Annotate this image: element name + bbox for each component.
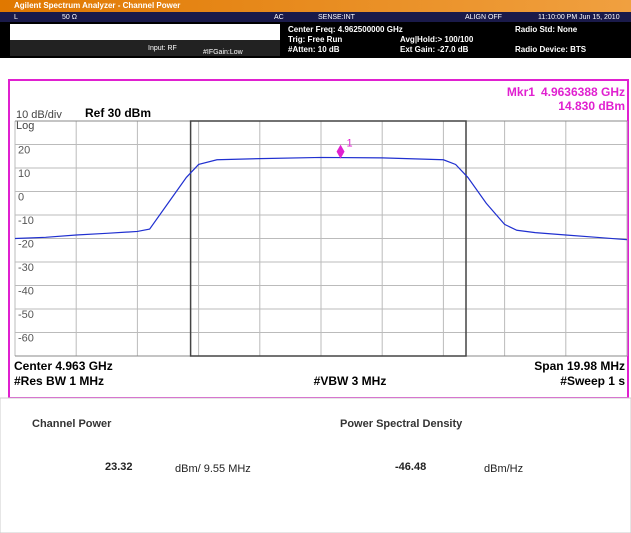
result-value: -46.48 <box>395 461 426 473</box>
setting: Ext Gain: -27.0 dB <box>400 45 469 54</box>
y-tick-label: -30 <box>18 262 34 274</box>
setting: #Atten: 10 dB <box>288 45 340 54</box>
status: L <box>14 14 18 21</box>
result-unit: dBm/Hz <box>484 463 523 475</box>
results-panel <box>0 397 631 533</box>
result-title: Power Spectral Density <box>340 418 463 430</box>
status-bar <box>0 12 631 22</box>
setting: Radio Device: BTS <box>515 45 587 54</box>
status: 11:10:00 PM Jun 15, 2010 <box>538 14 620 21</box>
y-tick-label: 0 <box>18 191 24 203</box>
y-tick-label: -20 <box>18 238 34 250</box>
title-bar <box>0 0 631 12</box>
marker-number: 1 <box>347 138 353 150</box>
vbw-label: #VBW 3 MHz <box>314 374 387 388</box>
marker <box>336 144 345 159</box>
sweep-label: #Sweep 1 s <box>560 374 625 388</box>
status: ALIGN OFF <box>465 14 502 21</box>
result-title: Channel Power <box>32 418 112 430</box>
status: 50 Ω <box>62 14 77 21</box>
channel-box <box>189 120 467 357</box>
result-value: 23.32 <box>105 461 133 473</box>
input-box-lower <box>10 40 280 56</box>
y-tick-label: 10 <box>18 168 30 180</box>
setting: Trig: Free Run <box>288 35 342 44</box>
marker-name: Mkr1 <box>507 85 535 99</box>
y-tick-label: -40 <box>18 285 34 297</box>
rbw-label: #Res BW 1 MHz <box>14 374 104 388</box>
status: AC <box>274 14 284 21</box>
setting: #IFGain:Low <box>203 49 244 56</box>
trace <box>14 156 628 241</box>
marker-freq: Mkr1 4.9636388 GHz <box>507 85 625 99</box>
ref-label: Ref 30 dBm <box>85 106 151 120</box>
center-label: Center 4.963 GHz <box>14 359 113 373</box>
result-unit: dBm/ 9.55 MHz <box>175 463 251 475</box>
y-tick-label: 20 <box>18 144 30 156</box>
y-tick-label: -10 <box>18 215 34 227</box>
span-label: Span 19.98 MHz <box>534 359 625 373</box>
y-tick-label: -60 <box>18 332 34 344</box>
window-title: Agilent Spectrum Analyzer - Channel Powe… <box>14 1 180 10</box>
log-label: Log <box>16 120 34 132</box>
status: SENSE:INT <box>318 14 356 21</box>
setting: Radio Std: None <box>515 25 578 34</box>
marker-level: 14.830 dBm <box>558 99 625 113</box>
marker-freq-value: 4.9636388 GHz <box>541 85 625 99</box>
y-tick-label: -50 <box>18 309 34 321</box>
setting: Center Freq: 4.962500000 GHz <box>288 25 403 34</box>
scale-label: 10 dB/div <box>16 109 62 121</box>
setting: Input: RF <box>148 45 177 52</box>
setting: Avg|Hold:> 100/100 <box>400 35 474 44</box>
